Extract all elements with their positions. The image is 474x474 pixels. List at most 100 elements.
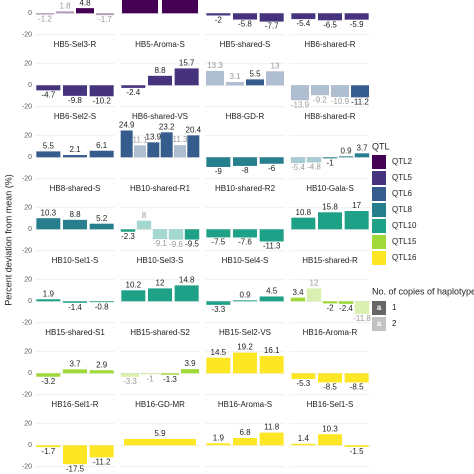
bar bbox=[136, 220, 152, 230]
value-label: -7.5 bbox=[211, 237, 225, 246]
bar bbox=[161, 373, 179, 375]
panel-title: HB8-shared-R bbox=[304, 112, 355, 121]
bar bbox=[206, 13, 231, 16]
bar bbox=[354, 301, 370, 315]
value-label: -2.3 bbox=[121, 232, 135, 241]
panel-title: HB15-shared-S1 bbox=[45, 328, 105, 337]
legend-swatch bbox=[372, 203, 386, 217]
legend-title: No. of copies of haplotypes bbox=[372, 286, 474, 296]
value-label: 3.9 bbox=[184, 359, 196, 368]
y-tick-label: 20 bbox=[24, 349, 32, 356]
legend-glyph: a bbox=[377, 303, 382, 312]
value-label: -13.9 bbox=[291, 100, 310, 109]
value-label: -4.7 bbox=[41, 90, 55, 99]
value-label: 2.9 bbox=[96, 360, 108, 369]
bar bbox=[121, 85, 146, 88]
bar bbox=[311, 85, 329, 96]
value-label: 3.1 bbox=[229, 72, 241, 81]
bar bbox=[259, 296, 284, 302]
bar bbox=[233, 300, 257, 302]
bar bbox=[56, 11, 74, 14]
bar bbox=[318, 373, 342, 383]
bar bbox=[338, 156, 354, 158]
value-label: 5.9 bbox=[154, 429, 166, 438]
bar bbox=[147, 142, 160, 158]
value-label: -8.5 bbox=[350, 383, 364, 392]
value-label: -2 bbox=[326, 304, 334, 313]
panel-title: HB6-Sel2-S bbox=[54, 112, 96, 121]
value-label: -1.5 bbox=[350, 447, 364, 456]
legend-label: QTL15 bbox=[392, 237, 417, 246]
y-tick-label: 0 bbox=[28, 82, 32, 89]
bar bbox=[36, 218, 61, 230]
legend-swatch bbox=[372, 251, 386, 265]
legend-swatch bbox=[372, 187, 386, 201]
value-label: -4.8 bbox=[307, 163, 321, 172]
value-label: 15.7 bbox=[179, 59, 195, 68]
bar bbox=[233, 229, 257, 238]
bar bbox=[322, 157, 338, 159]
value-label: -9 bbox=[215, 167, 223, 176]
value-label: 1.9 bbox=[43, 289, 55, 298]
bar bbox=[121, 373, 139, 377]
value-label: 14.8 bbox=[179, 275, 195, 284]
value-label: 1.4 bbox=[298, 434, 310, 443]
y-tick-label: 0 bbox=[28, 154, 32, 161]
bar bbox=[174, 68, 199, 86]
y-tick-label: 20 bbox=[24, 277, 32, 284]
panel-title: HB5-Aroma-S bbox=[135, 40, 185, 49]
bar bbox=[354, 153, 370, 158]
legend-label: QTL10 bbox=[392, 221, 417, 230]
bar bbox=[290, 157, 306, 164]
y-axis-title: Percent deviation from mean (%) bbox=[3, 174, 13, 306]
bar bbox=[291, 217, 316, 230]
value-label: 10.3 bbox=[41, 208, 57, 217]
value-label: -0.8 bbox=[95, 302, 109, 311]
bar bbox=[89, 85, 114, 97]
value-label: -5.4 bbox=[296, 19, 310, 28]
value-label: -6 bbox=[268, 164, 276, 173]
y-tick-label: -20 bbox=[22, 392, 32, 399]
value-label: -9.6 bbox=[169, 240, 183, 249]
bar bbox=[152, 229, 168, 240]
bar bbox=[89, 150, 114, 158]
bar bbox=[76, 8, 94, 14]
bar bbox=[338, 301, 354, 304]
bar bbox=[246, 79, 264, 86]
legend-swatch bbox=[372, 155, 386, 169]
value-label: -10.2 bbox=[93, 96, 112, 105]
value-label: -1.4 bbox=[68, 303, 82, 312]
legend-label: 1 bbox=[392, 303, 397, 312]
panel-title: HB15-shared-R bbox=[302, 256, 358, 265]
bar bbox=[233, 437, 257, 446]
bar bbox=[331, 85, 349, 98]
panel-title: HB5-shared-S bbox=[220, 40, 271, 49]
bar bbox=[36, 13, 54, 15]
value-label: -7.6 bbox=[238, 238, 252, 247]
legend-label: QTL8 bbox=[392, 205, 413, 214]
bar bbox=[206, 157, 231, 167]
value-label: -1.7 bbox=[98, 15, 112, 24]
value-label: -11.2 bbox=[351, 97, 369, 106]
bar bbox=[259, 229, 284, 242]
bar bbox=[233, 157, 257, 166]
value-label: -5.9 bbox=[350, 20, 364, 29]
bar bbox=[291, 373, 316, 380]
bar bbox=[233, 13, 257, 20]
y-tick-label: -20 bbox=[22, 248, 32, 255]
bar bbox=[89, 301, 114, 303]
bar bbox=[206, 70, 224, 86]
value-label: 1.8 bbox=[59, 1, 71, 10]
value-label: -10.9 bbox=[331, 97, 350, 106]
legend-label: QTL5 bbox=[392, 173, 413, 182]
value-label: 8.8 bbox=[69, 210, 81, 219]
panel-title: HB10-Sel4-S bbox=[222, 256, 269, 265]
value-label: -9.2 bbox=[313, 95, 327, 104]
value-label: 11.3 bbox=[173, 135, 189, 144]
bar bbox=[344, 373, 369, 383]
value-label: 12 bbox=[156, 278, 165, 287]
value-label: -2.4 bbox=[126, 88, 140, 97]
bar bbox=[184, 229, 200, 240]
panel-title: HB16-GD-MR bbox=[135, 400, 185, 409]
bar bbox=[206, 357, 231, 374]
